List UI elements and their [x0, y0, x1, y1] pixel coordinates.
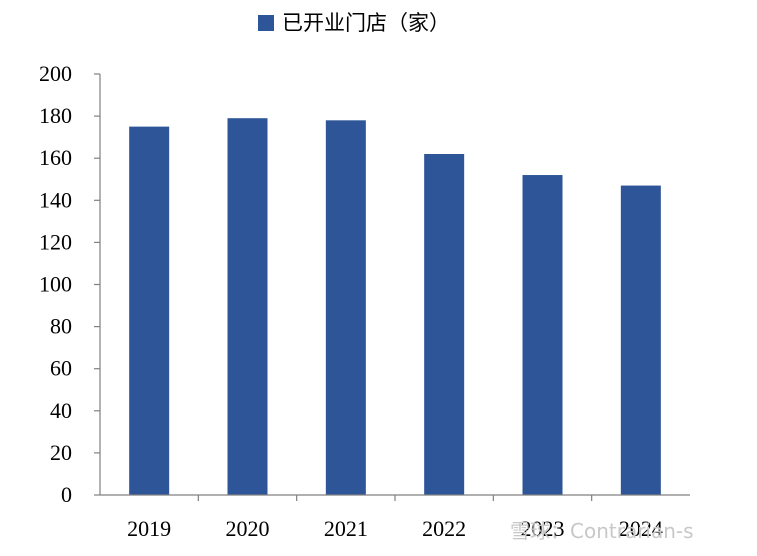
y-tick-label: 0: [61, 482, 72, 507]
x-tick-label: 2020: [226, 516, 270, 541]
bar-2024: [620, 185, 661, 495]
x-tick-label: 2021: [324, 516, 368, 541]
bar-2021: [325, 120, 366, 495]
bar-2022: [424, 153, 465, 496]
bar-2019: [129, 126, 170, 495]
y-tick-label: 200: [39, 61, 72, 86]
y-tick-label: 160: [39, 145, 72, 170]
legend-label: 已开业门店（家）: [282, 11, 450, 35]
y-tick-label: 40: [50, 398, 72, 423]
x-tick-label: 2024: [619, 516, 663, 541]
y-tick-label: 140: [39, 187, 72, 212]
x-tick-label: 2019: [127, 516, 171, 541]
x-axis-labels: 2019 2020 2021 2022 2023 2024: [127, 495, 663, 541]
y-tick-label: 80: [50, 314, 72, 339]
bars: [129, 118, 661, 496]
bar-2020: [227, 118, 268, 495]
bar-2023: [522, 175, 563, 496]
y-tick-label: 180: [39, 103, 72, 128]
y-tick-label: 100: [39, 272, 72, 297]
x-tick-label: 2023: [521, 516, 565, 541]
axes: [99, 74, 690, 496]
y-axis-ticks: 0 20 40 60 80 100 120 140 160 180 200: [39, 61, 100, 507]
x-tick-label: 2022: [422, 516, 466, 541]
legend: 已开业门店（家）: [258, 11, 450, 35]
y-tick-label: 120: [39, 229, 72, 254]
y-tick-label: 60: [50, 356, 72, 381]
watermark: 雪球：Contrarian-s: [510, 519, 694, 543]
y-tick-label: 20: [50, 440, 72, 465]
legend-swatch: [258, 15, 274, 31]
